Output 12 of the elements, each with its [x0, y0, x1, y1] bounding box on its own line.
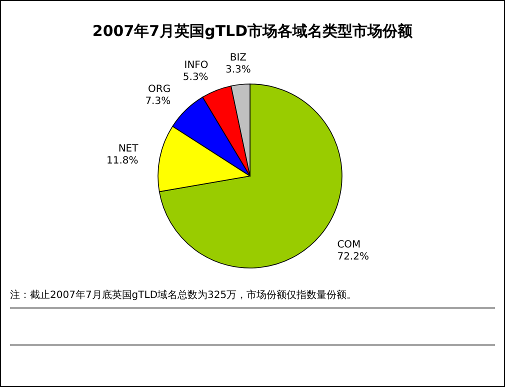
slice-label: ORG: [148, 84, 171, 96]
slice-label: COM: [337, 239, 361, 250]
data-label: 11.8%: [106, 155, 138, 166]
data-label: 7.3%: [145, 96, 171, 108]
text: 注：截止2007年7月底英国gTLD域名总数为325万，市场份额仅指数量份额。: [10, 289, 357, 301]
data-label: 5.3%: [182, 72, 208, 83]
data-label: 72.2%: [337, 251, 369, 262]
data-label: 3.3%: [225, 64, 251, 76]
slice-label: BIZ: [230, 52, 247, 64]
slice-label: INFO: [184, 60, 208, 71]
slice-label: NET: [118, 143, 140, 154]
chart-title: 2007年7月英国gTLD市场各域名类型市场份额: [92, 22, 414, 40]
